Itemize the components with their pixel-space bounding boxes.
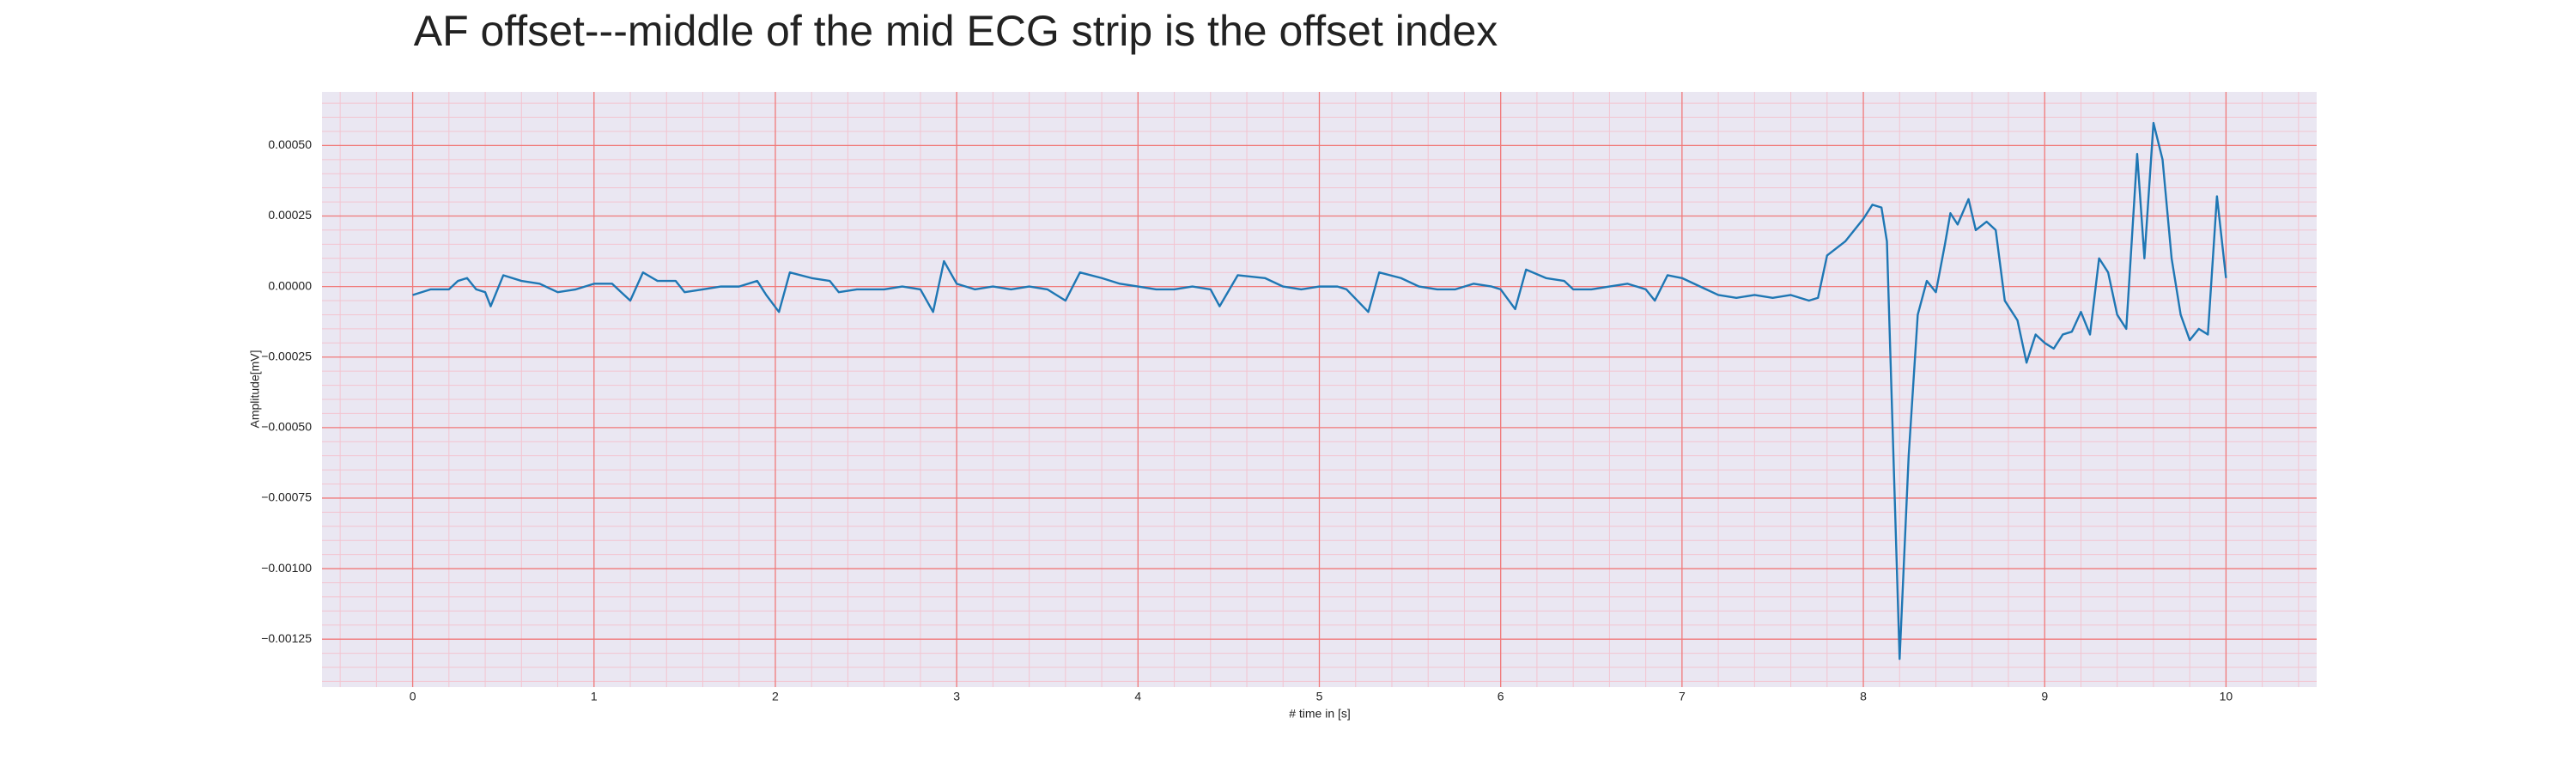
x-tick-label: 8	[1860, 690, 1867, 703]
y-tick-label: 0.00025	[268, 208, 312, 222]
y-tick-label: −0.00125	[261, 631, 312, 645]
y-tick-label: 0.00050	[268, 137, 312, 151]
x-tick-label: 9	[2041, 690, 2048, 703]
x-tick-label: 5	[1316, 690, 1323, 703]
x-tick-label: 2	[772, 690, 779, 703]
x-tick-label: 10	[2220, 690, 2233, 703]
y-tick-label: −0.00050	[261, 420, 312, 434]
y-tick-label: 0.00000	[268, 278, 312, 292]
x-tick-label: 3	[953, 690, 960, 703]
y-axis-label: Amplitude[mV]	[248, 350, 262, 428]
y-tick-label: −0.00075	[261, 490, 312, 504]
x-tick-label: 0	[410, 690, 416, 703]
chart-title: AF offset---middle of the mid ECG strip …	[414, 7, 1498, 55]
x-tick-label: 1	[591, 690, 598, 703]
x-tick-label: 6	[1498, 690, 1504, 703]
x-tick-label: 4	[1134, 690, 1141, 703]
y-tick-label: −0.00100	[261, 561, 312, 575]
ecg-line	[412, 121, 2227, 660]
x-tick-label: 7	[1679, 690, 1686, 703]
x-axis-label: # time in [s]	[1289, 707, 1351, 721]
y-tick-label: −0.00025	[261, 349, 312, 362]
